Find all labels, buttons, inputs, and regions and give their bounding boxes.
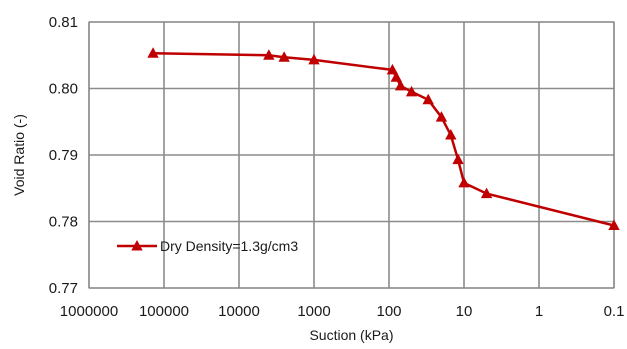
x-axis-ticks: 1000000 100000 10000 1000 100 10 1 0.1	[60, 303, 625, 320]
legend-label: Dry Density=1.3g/cm3	[160, 238, 298, 254]
data-point	[452, 153, 464, 165]
y-tick-label: 0.78	[49, 214, 78, 231]
data-point	[435, 111, 448, 122]
x-tick-label: 100000	[139, 303, 189, 320]
data-point	[386, 63, 399, 75]
legend: Dry Density=1.3g/cm3	[117, 238, 298, 254]
data-point	[458, 176, 470, 188]
x-tick-label: 1000	[297, 303, 330, 320]
y-axis-ticks: 0.77 0.78 0.79 0.80 0.81	[49, 14, 78, 297]
y-tick-label: 0.80	[49, 81, 78, 98]
data-point	[147, 47, 159, 58]
data-point	[445, 129, 457, 140]
x-tick-label: 10000	[218, 303, 260, 320]
data-point	[422, 93, 434, 105]
x-tick-label: 10	[456, 303, 473, 320]
legend-marker	[131, 240, 143, 251]
data-point	[308, 53, 320, 65]
data-point	[278, 51, 290, 62]
y-tick-label: 0.79	[49, 147, 78, 164]
series-line	[152, 52, 615, 227]
data-point	[405, 85, 418, 97]
y-axis-title: Void Ratio (-)	[11, 114, 27, 196]
data-point	[390, 71, 402, 82]
data-point	[394, 79, 407, 91]
plot-area-frame	[88, 21, 615, 289]
data-point	[263, 49, 275, 60]
y-tick-label: 0.81	[49, 14, 78, 31]
series-markers	[147, 47, 620, 230]
x-tick-label: 1	[535, 303, 543, 320]
data-point	[480, 187, 493, 199]
y-tick-label: 0.77	[49, 280, 78, 297]
x-tick-label: 100	[376, 303, 401, 320]
data-point	[608, 219, 620, 230]
x-tick-label: 0.1	[604, 303, 625, 320]
x-tick-label: 1000000	[60, 303, 118, 320]
x-axis-title: Suction (kPa)	[309, 327, 393, 343]
